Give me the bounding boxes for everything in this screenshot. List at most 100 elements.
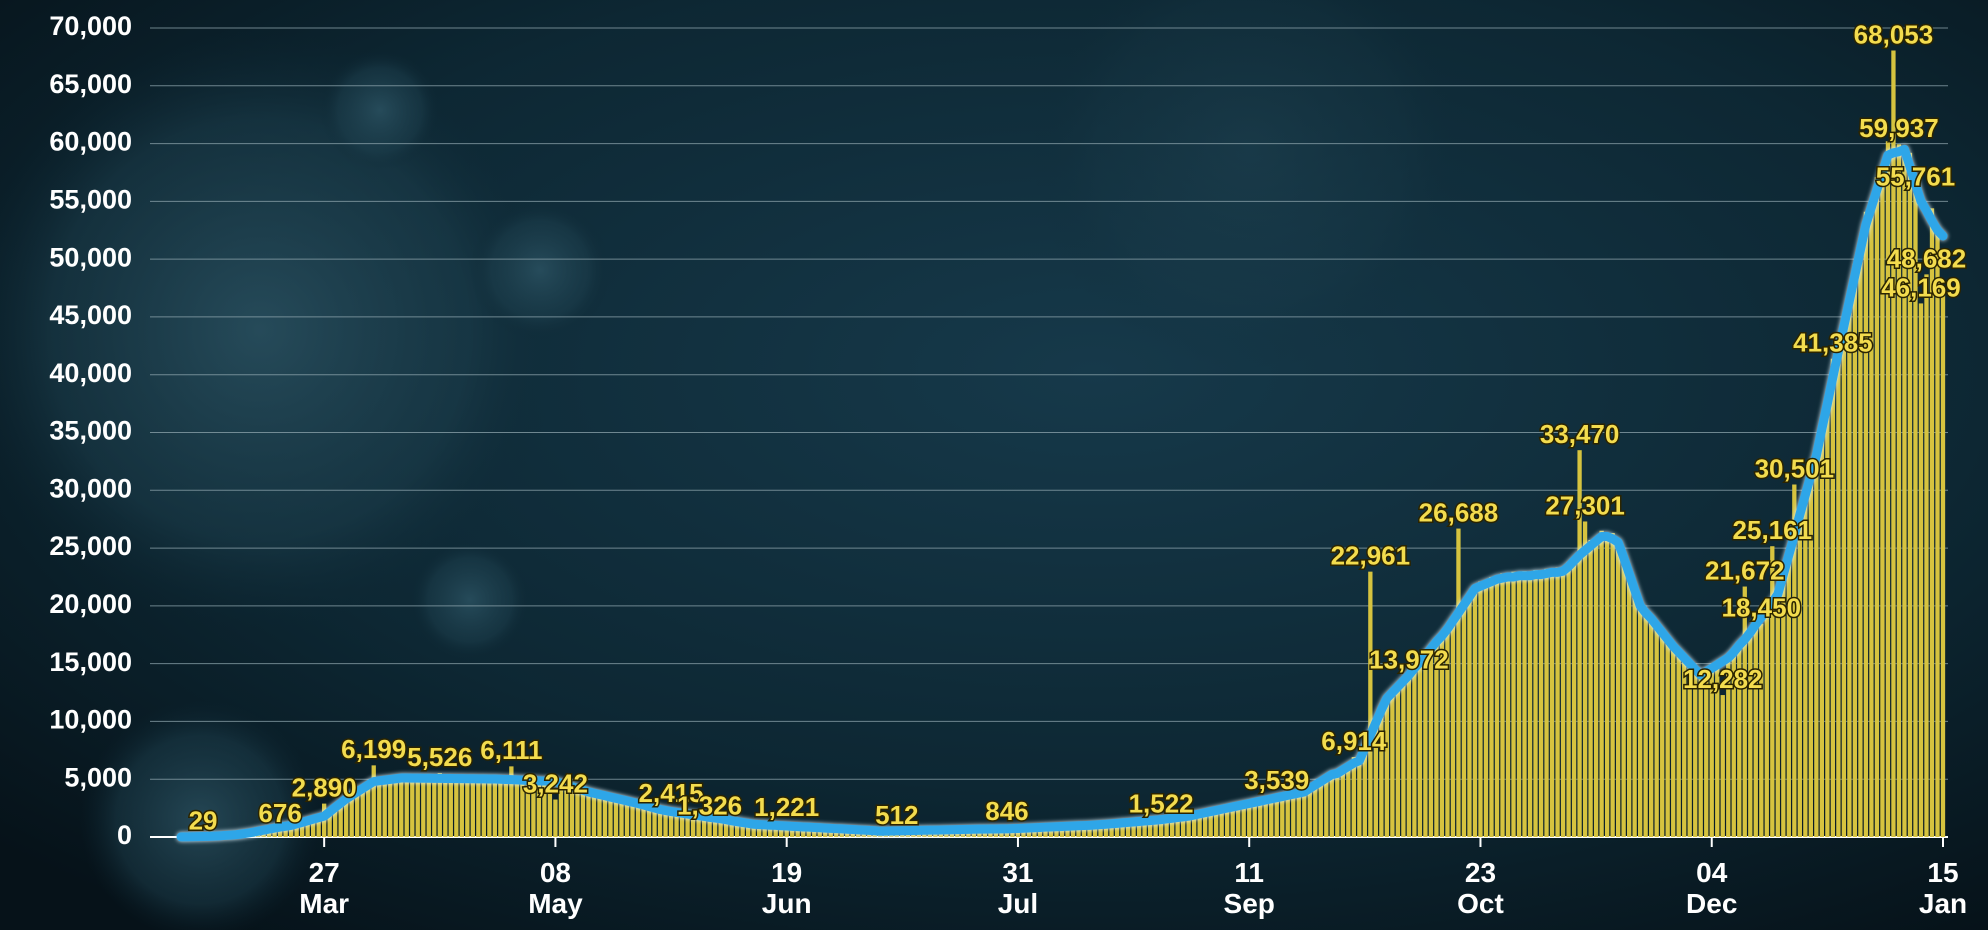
bar: [1357, 760, 1361, 837]
bar: [416, 776, 420, 837]
bar: [1368, 572, 1372, 837]
bar: [1390, 690, 1394, 837]
bar: [427, 780, 431, 837]
bar: [1566, 562, 1570, 837]
bar: [394, 777, 398, 837]
bar: [1412, 665, 1416, 837]
bar: [1528, 577, 1532, 837]
data-label: 59,937: [1859, 113, 1939, 143]
bar: [515, 782, 519, 837]
y-tick-label: 50,000: [49, 242, 132, 272]
bar: [1396, 688, 1400, 837]
bar: [1561, 572, 1565, 837]
bar: [410, 779, 414, 837]
bar: [1627, 575, 1631, 837]
bar: [383, 782, 387, 837]
bar: [504, 778, 508, 837]
data-label: 1,522: [1129, 788, 1194, 818]
bar: [1655, 621, 1659, 837]
bar: [603, 798, 607, 837]
bar: [1517, 577, 1521, 837]
data-label: 1,326: [677, 791, 742, 821]
bar: [1539, 576, 1543, 837]
bar: [1451, 622, 1455, 837]
bar: [1280, 796, 1284, 837]
data-label: 12,282: [1683, 664, 1763, 694]
bar: [1814, 457, 1818, 837]
x-tick-label: 15 Jan: [1888, 857, 1988, 919]
bar: [1704, 673, 1708, 837]
bar: [1776, 590, 1780, 837]
bar: [1429, 650, 1433, 837]
bar: [1385, 699, 1389, 837]
data-label: 3,539: [1244, 765, 1309, 795]
bar: [1533, 570, 1537, 837]
y-tick-label: 20,000: [49, 589, 132, 619]
y-tick-label: 60,000: [49, 127, 132, 157]
data-label: 26,688: [1419, 497, 1499, 527]
bar: [553, 800, 557, 837]
bar: [1721, 695, 1725, 837]
bar: [1644, 608, 1648, 837]
bar: [487, 776, 491, 837]
bar: [493, 782, 497, 837]
bar: [1418, 664, 1422, 837]
bar: [1831, 359, 1835, 837]
y-tick-label: 0: [117, 820, 132, 850]
bar: [1610, 533, 1614, 837]
bar: [443, 780, 447, 837]
x-tick-label: 08 May: [500, 857, 610, 919]
bar: [1330, 775, 1334, 837]
bar: [460, 782, 464, 837]
bar: [1930, 208, 1934, 837]
y-tick-label: 30,000: [49, 473, 132, 503]
bar: [1754, 620, 1758, 837]
bar: [1765, 605, 1769, 837]
bar: [1550, 573, 1554, 837]
bar: [1924, 274, 1928, 837]
bar: [1423, 652, 1427, 837]
bar: [399, 776, 403, 837]
data-label: 6,914: [1321, 726, 1387, 756]
bar: [1484, 585, 1488, 837]
data-label: 25,161: [1733, 515, 1813, 545]
data-label: 18,450: [1722, 593, 1802, 623]
bar: [592, 794, 596, 837]
bar: [1616, 543, 1620, 837]
data-label: 6,111: [480, 735, 542, 765]
bar: [1291, 793, 1295, 837]
bar: [1803, 496, 1807, 837]
y-tick-label: 15,000: [49, 647, 132, 677]
bar: [1308, 789, 1312, 837]
data-label: 41,385: [1793, 328, 1873, 358]
data-label: 3,242: [523, 768, 588, 798]
data-label: 27,301: [1545, 490, 1625, 520]
chart-page: 05,00010,00015,00020,00025,00030,00035,0…: [0, 0, 1988, 930]
bar: [1798, 508, 1802, 837]
bar: [1341, 770, 1345, 837]
bar: [1264, 800, 1268, 837]
y-tick-label: 5,000: [64, 762, 132, 792]
bar: [1677, 649, 1681, 837]
y-tick-label: 10,000: [49, 705, 132, 735]
bar: [1864, 212, 1868, 837]
bar: [476, 780, 480, 837]
x-tick-label: 27 Mar: [269, 857, 379, 919]
bar: [1649, 620, 1653, 837]
bar: [1269, 798, 1273, 837]
data-label: 55,761: [1876, 161, 1956, 191]
bar: [1253, 803, 1257, 837]
data-label: 676: [258, 798, 301, 828]
bar: [1588, 540, 1592, 837]
bar: [1660, 634, 1664, 837]
bar: [1500, 573, 1504, 837]
bar: [1467, 592, 1471, 837]
bar: [1302, 791, 1306, 837]
data-label: 6,199: [341, 734, 406, 764]
x-tick-label: 31 Jul: [963, 857, 1073, 919]
y-tick-label: 70,000: [49, 11, 132, 41]
bar: [1511, 572, 1515, 837]
y-tick-label: 65,000: [49, 69, 132, 99]
bar: [1242, 805, 1246, 837]
bar: [1666, 636, 1670, 837]
